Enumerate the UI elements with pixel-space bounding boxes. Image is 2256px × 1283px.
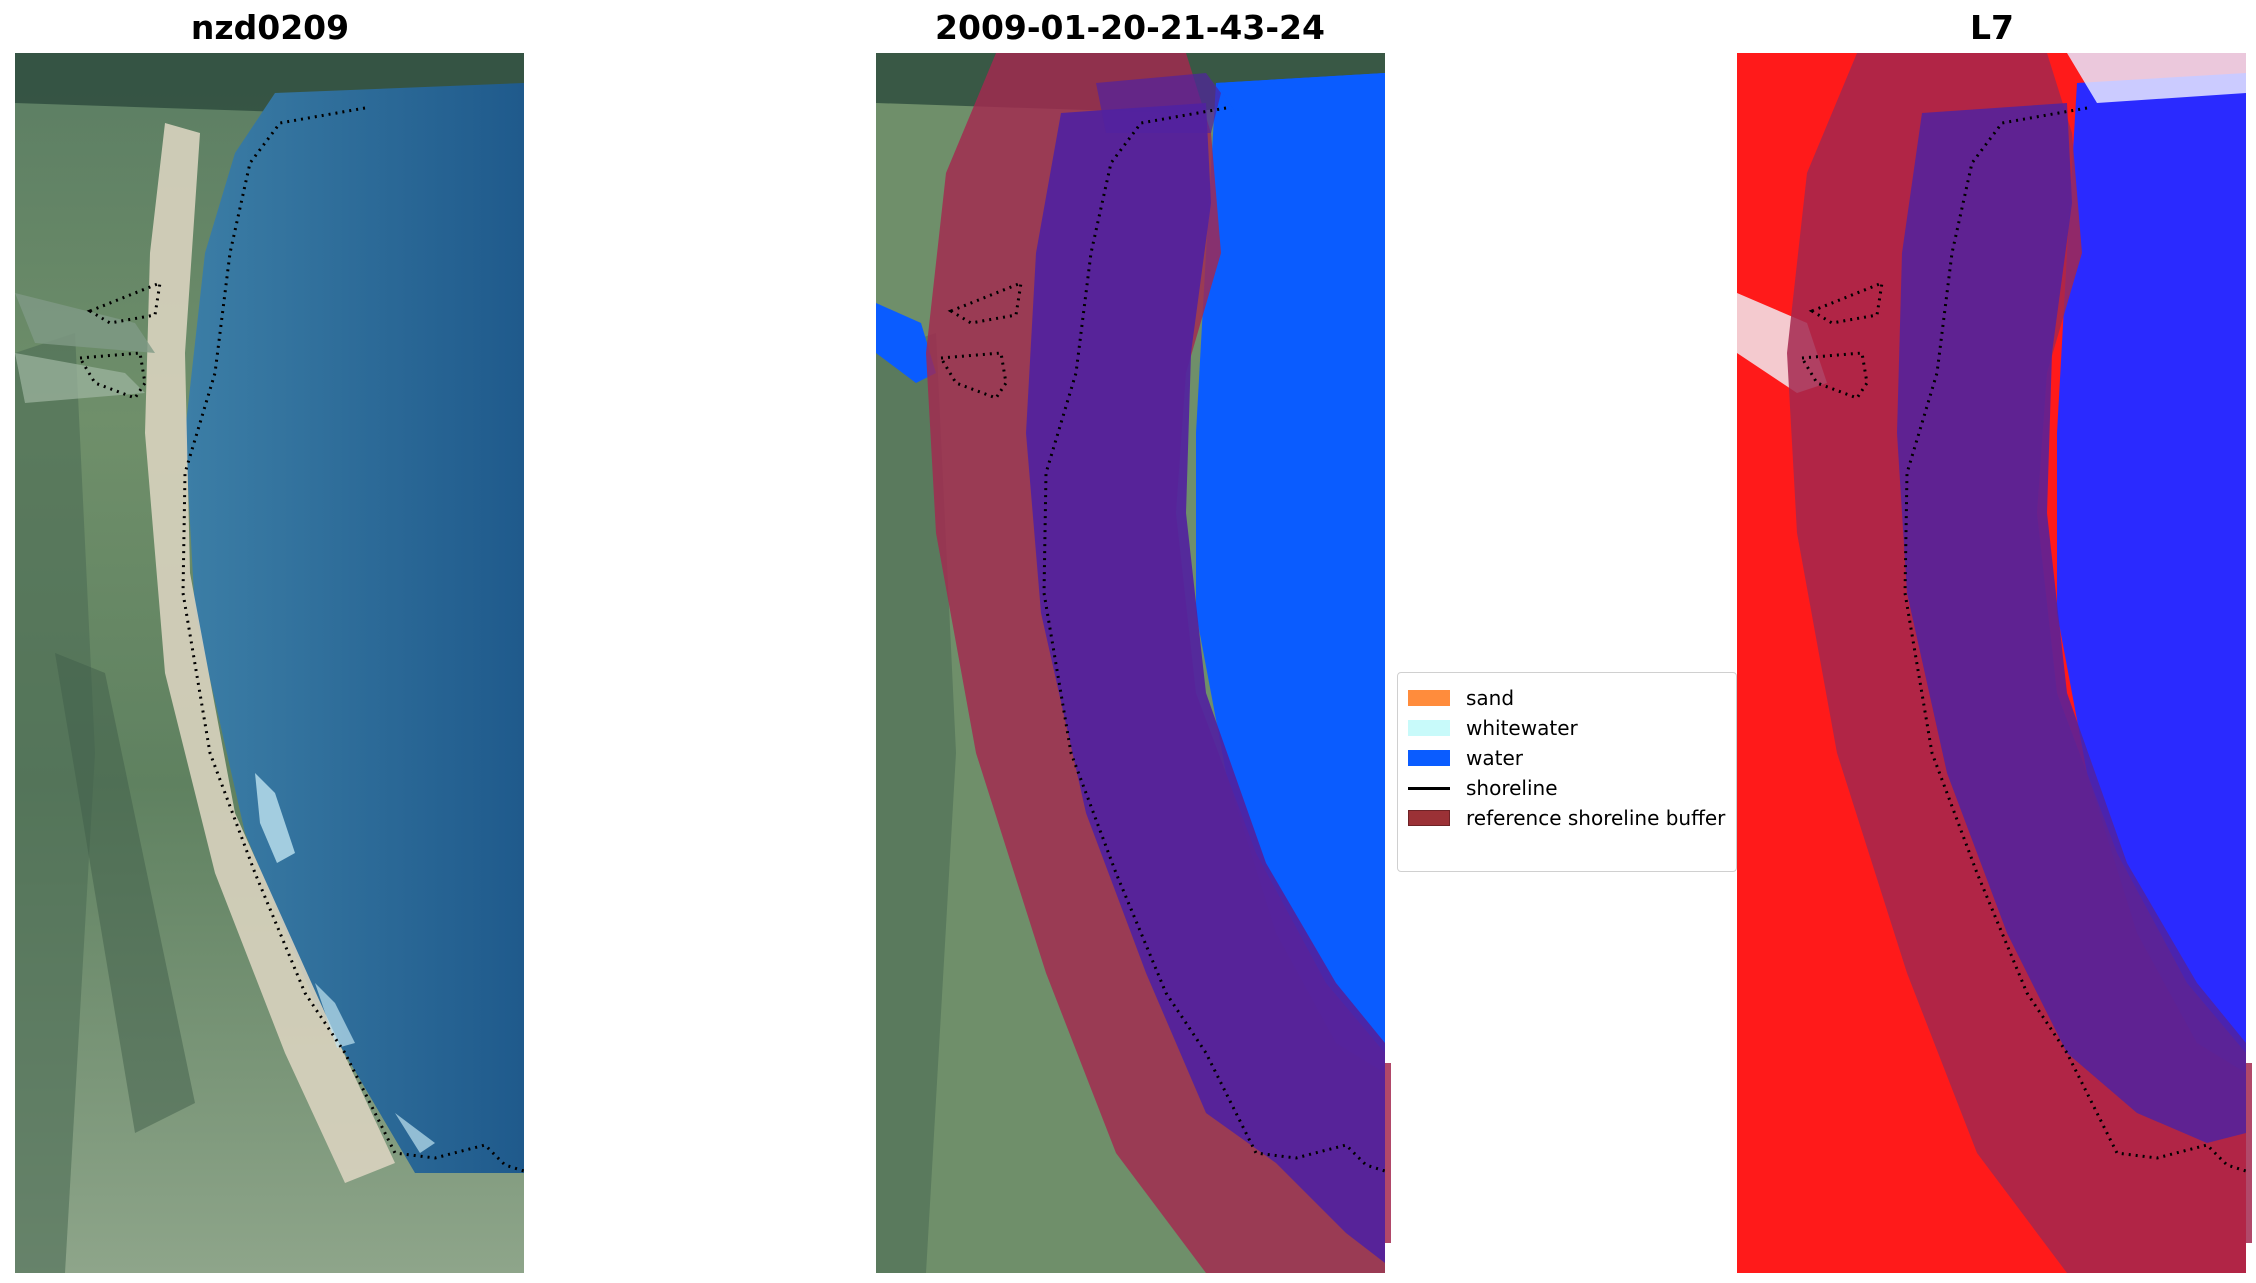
water-swatch [1408, 750, 1450, 766]
legend-item-sand: sand [1408, 683, 1514, 713]
legend-label-buffer: reference shoreline buffer [1466, 806, 1726, 830]
shoreline-swatch [1408, 786, 1450, 790]
legend-item-whitewater: whitewater [1408, 713, 1578, 743]
legend-item-water: water [1408, 743, 1523, 773]
rgb-satellite-image [15, 53, 524, 1273]
classification-panel [876, 53, 1391, 1273]
shoreline-line [1903, 106, 2247, 1173]
legend-label-water: water [1466, 746, 1523, 770]
whitewater-swatch [1408, 720, 1450, 736]
panel-title-rgb: nzd0209 [190, 8, 350, 47]
legend-label-whitewater: whitewater [1466, 716, 1578, 740]
shoreline-line [1042, 106, 1386, 1173]
panel-title-classification: 2009-01-20-21-43-24 [935, 8, 1325, 47]
buffer-swatch [1408, 810, 1450, 826]
panel-title-index: L7 [1970, 8, 2014, 47]
classification-image [876, 53, 1391, 1273]
legend-label-shoreline: shoreline [1466, 776, 1558, 800]
sand-class-region [1026, 103, 1385, 1263]
shoreline-line [181, 106, 524, 1173]
legend-label-sand: sand [1466, 686, 1515, 710]
rgb-image-panel [15, 53, 524, 1273]
index-image [1737, 53, 2252, 1273]
legend: sand whitewater water shoreline referenc… [1397, 672, 1737, 872]
sand-swatch [1408, 690, 1450, 706]
legend-item-shoreline: shoreline [1408, 773, 1558, 803]
index-panel [1737, 53, 2252, 1273]
legend-item-buffer: reference shoreline buffer [1408, 803, 1725, 833]
